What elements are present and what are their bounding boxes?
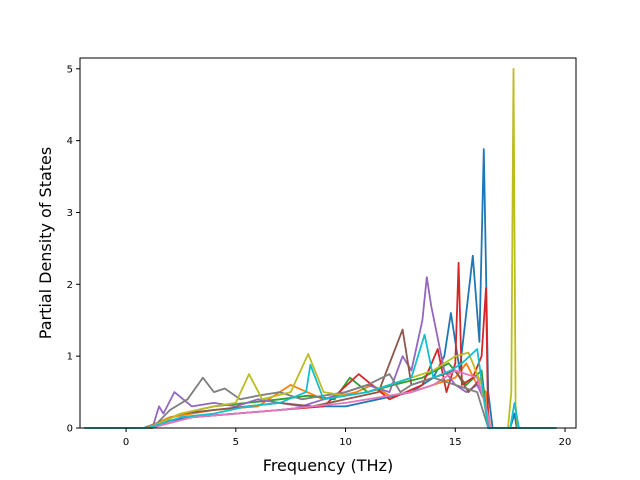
y-tick-label: 3: [67, 208, 73, 219]
x-tick-label: 20: [559, 437, 572, 448]
pdos-series-line: [84, 373, 557, 429]
y-tick-label: 4: [67, 136, 73, 147]
y-tick-label: 0: [67, 424, 73, 435]
pdos-series-line: [84, 369, 557, 429]
pdos-series-line: [84, 328, 557, 429]
x-tick-label: 0: [123, 437, 129, 448]
x-axis-ticks: 0 5 10 15 20: [123, 428, 571, 448]
y-axis-label: Partial Density of States: [36, 147, 55, 339]
x-axis-label: Frequency (THz): [263, 456, 393, 475]
x-tick-label: 10: [339, 437, 352, 448]
y-tick-label: 2: [67, 280, 73, 291]
plot-frame: [79, 57, 577, 429]
x-tick-label: 5: [233, 437, 239, 448]
y-tick-label: 1: [67, 352, 73, 363]
x-tick-label: 15: [449, 437, 462, 448]
y-tick-label: 5: [67, 64, 73, 75]
y-axis-ticks: 0 1 2 3 4 5: [67, 64, 80, 435]
